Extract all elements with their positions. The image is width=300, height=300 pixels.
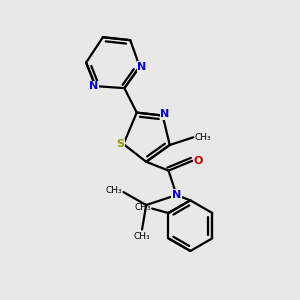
Text: S: S [116, 139, 124, 149]
Text: N: N [160, 109, 169, 119]
Text: N: N [89, 81, 98, 91]
Text: N: N [172, 190, 181, 200]
Text: O: O [193, 156, 203, 166]
Text: N: N [137, 62, 146, 72]
Text: CH₃: CH₃ [105, 186, 122, 195]
Text: CH₃: CH₃ [134, 202, 151, 211]
Text: CH₃: CH₃ [134, 232, 150, 242]
Text: CH₃: CH₃ [195, 133, 212, 142]
